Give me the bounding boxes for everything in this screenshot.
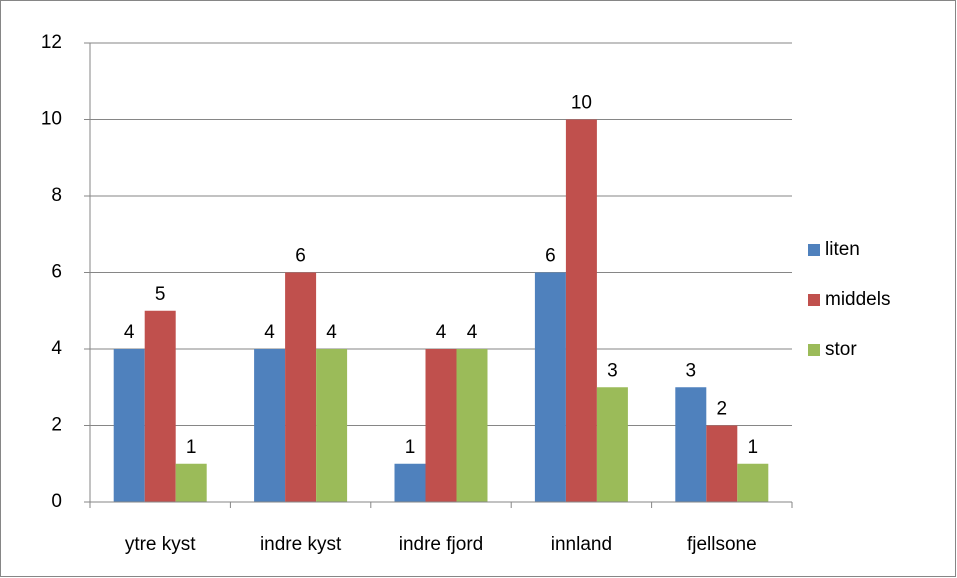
bar xyxy=(254,349,286,502)
bar xyxy=(534,272,566,502)
data-label: 4 xyxy=(326,322,337,343)
data-label: 1 xyxy=(748,437,759,458)
bar xyxy=(425,349,457,502)
data-label: 3 xyxy=(686,360,697,381)
data-label: 6 xyxy=(545,246,556,267)
bar xyxy=(675,387,707,502)
y-tick-label: 2 xyxy=(51,415,62,436)
data-label: 6 xyxy=(295,246,306,267)
data-label: 4 xyxy=(124,322,135,343)
legend-swatch xyxy=(808,344,820,356)
data-label: 4 xyxy=(436,322,447,343)
bar xyxy=(706,425,738,502)
y-tick-label: 0 xyxy=(51,491,62,512)
data-label: 4 xyxy=(467,322,478,343)
bar xyxy=(175,463,207,502)
y-tick-label: 4 xyxy=(51,338,62,359)
bar xyxy=(144,310,176,502)
data-label: 2 xyxy=(717,399,728,420)
x-tick-label: fjellsone xyxy=(687,534,757,555)
data-label: 1 xyxy=(405,437,416,458)
x-tick-label: innland xyxy=(551,534,612,555)
bar xyxy=(596,387,628,502)
x-tick-label: ytre kyst xyxy=(125,534,196,555)
legend-label: liten xyxy=(825,239,860,260)
bar xyxy=(394,463,426,502)
legend-swatch xyxy=(808,244,820,256)
bar xyxy=(737,463,769,502)
bar xyxy=(316,349,348,502)
data-label: 3 xyxy=(607,360,618,381)
x-tick-label: indre kyst xyxy=(260,534,342,555)
data-label: 1 xyxy=(186,437,197,458)
legend-swatch xyxy=(808,294,820,306)
y-tick-label: 8 xyxy=(51,185,62,206)
bar xyxy=(113,349,145,502)
bar xyxy=(285,272,317,502)
legend-label: stor xyxy=(825,339,857,360)
x-tick-label: indre fjord xyxy=(399,534,484,555)
y-tick-label: 10 xyxy=(41,109,62,130)
data-label: 4 xyxy=(264,322,275,343)
data-label: 10 xyxy=(571,93,592,114)
data-label: 5 xyxy=(155,284,166,305)
bar xyxy=(456,349,488,502)
y-tick-label: 12 xyxy=(41,32,62,53)
legend-label: middels xyxy=(825,289,890,310)
y-tick-label: 6 xyxy=(51,262,62,283)
bar xyxy=(565,119,597,502)
